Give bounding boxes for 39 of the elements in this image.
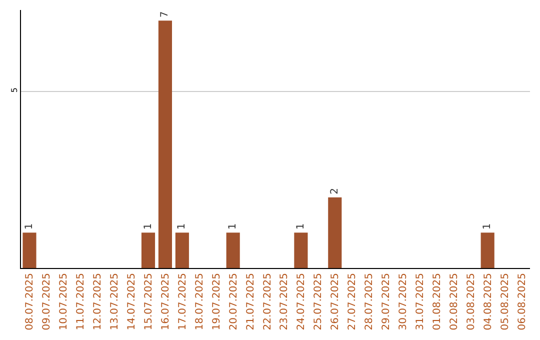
x-tick-label: 31.07.2025 <box>414 273 426 330</box>
x-tick-label: 18.07.2025 <box>194 273 206 330</box>
data-label: 1 <box>176 223 188 230</box>
data-label: 2 <box>329 188 340 194</box>
data-label: 1 <box>24 223 35 230</box>
data-label: 1 <box>295 223 306 230</box>
x-tick-label: 21.07.2025 <box>245 273 256 330</box>
x-tick-label: 27.07.2025 <box>347 273 358 330</box>
x-tick-label: 28.07.2025 <box>364 273 376 330</box>
x-tick-label: 26.07.2025 <box>330 273 342 330</box>
data-label: 1 <box>482 223 494 230</box>
x-tick-label: 17.07.2025 <box>177 273 188 330</box>
x-tick-label: 04.08.2025 <box>482 273 494 330</box>
x-tick-label: 25.07.2025 <box>313 273 324 330</box>
x-tick-label: 11.07.2025 <box>76 273 87 330</box>
x-tick-label: 03.08.2025 <box>466 273 477 330</box>
x-tick-label: 13.07.2025 <box>110 273 121 330</box>
x-tick-label: 05.08.2025 <box>500 273 511 330</box>
x-tick-label: 20.07.2025 <box>228 273 240 330</box>
x-tick-label: 24.07.2025 <box>296 273 308 330</box>
data-label: 7 <box>160 11 171 18</box>
data-label: 1 <box>142 223 154 230</box>
x-tick-label: 19.07.2025 <box>211 273 222 330</box>
x-tick-label: 08.07.2025 <box>24 273 36 330</box>
x-tick-label: 22.07.2025 <box>262 273 274 330</box>
x-tick-label: 15.07.2025 <box>144 273 154 330</box>
x-tick-label: 10.07.2025 <box>58 273 70 330</box>
x-tick-label: 30.07.2025 <box>398 273 409 330</box>
y-tick-label: 5 <box>10 88 19 93</box>
x-tick-label: 06.08.2025 <box>516 273 528 330</box>
x-tick-label: 16.07.2025 <box>160 273 172 330</box>
x-tick-label: 12.07.2025 <box>92 273 104 330</box>
x-tick-label: 29.07.2025 <box>381 273 392 330</box>
data-label: 1 <box>228 223 239 230</box>
x-tick-label: 23.07.2025 <box>279 273 290 330</box>
x-tick-label: 09.07.2025 <box>42 273 53 330</box>
x-tick-label: 01.08.2025 <box>432 273 443 330</box>
x-tick-label: 02.08.2025 <box>448 273 460 330</box>
x-tick-label: 14.07.2025 <box>126 273 138 330</box>
